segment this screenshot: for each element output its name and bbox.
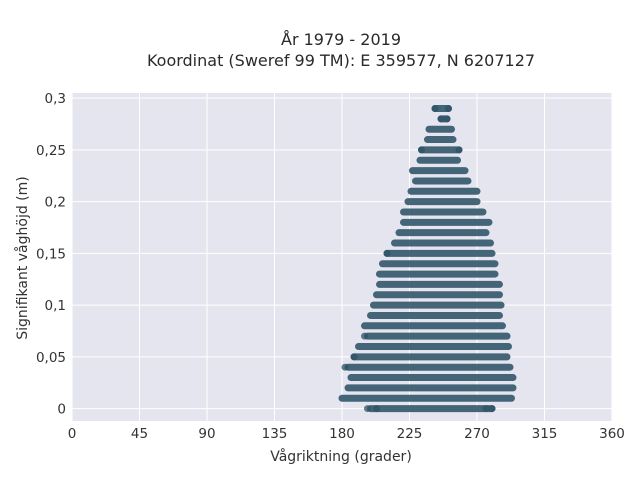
data-point-row xyxy=(400,208,487,216)
data-point-row xyxy=(347,374,517,382)
x-tick-label: 360 xyxy=(599,426,625,442)
data-point-row xyxy=(338,394,515,402)
data-point-row xyxy=(367,311,503,319)
data-point xyxy=(455,146,463,154)
data-point xyxy=(443,115,451,123)
y-axis-ticks: 0 0,05 0,1 0,15 0,2 0,25 0,3 xyxy=(36,91,66,417)
data-point xyxy=(437,115,445,123)
x-tick-label: 315 xyxy=(532,426,558,442)
data-point xyxy=(350,353,358,361)
y-tick-label: 0,15 xyxy=(36,246,66,262)
y-tick-label: 0,1 xyxy=(45,298,66,314)
x-axis-ticks: 0 45 90 135 180 225 270 315 360 xyxy=(68,426,625,442)
data-point-row xyxy=(373,291,503,299)
y-tick-label: 0 xyxy=(57,402,66,418)
data-point-row xyxy=(376,270,499,278)
x-tick-label: 270 xyxy=(464,426,490,442)
data-point-row xyxy=(407,187,481,195)
data-point-row xyxy=(379,260,499,268)
x-tick-label: 180 xyxy=(329,426,355,442)
data-point-row xyxy=(409,167,469,175)
data-point-row xyxy=(400,218,493,226)
x-tick-label: 45 xyxy=(131,426,148,442)
y-tick-label: 0,25 xyxy=(36,143,66,159)
data-point xyxy=(488,405,496,413)
x-tick-label: 90 xyxy=(198,426,215,442)
data-point xyxy=(383,249,391,257)
x-tick-label: 0 xyxy=(68,426,77,442)
data-point xyxy=(482,405,490,413)
data-point xyxy=(431,105,439,113)
data-point-row xyxy=(361,322,506,330)
data-point-row xyxy=(364,332,511,340)
data-points xyxy=(338,105,517,413)
y-tick-label: 0,2 xyxy=(45,195,66,211)
data-point-row xyxy=(383,249,496,257)
data-point-row xyxy=(418,146,463,154)
data-point xyxy=(418,146,425,154)
data-point xyxy=(364,405,371,413)
data-point-row xyxy=(404,198,481,206)
y-tick-label: 0,3 xyxy=(45,91,66,107)
data-point-row xyxy=(412,177,472,185)
y-tick-label: 0,05 xyxy=(36,350,66,366)
data-point-row xyxy=(355,343,512,351)
x-tick-label: 135 xyxy=(262,426,288,442)
grid xyxy=(71,93,613,421)
data-point-row xyxy=(367,405,496,413)
data-point xyxy=(445,105,452,113)
data-point xyxy=(361,332,368,340)
data-point-row xyxy=(425,125,455,133)
x-axis-label: Vågriktning (grader) xyxy=(270,448,412,465)
data-point-row xyxy=(370,301,505,309)
data-point-row xyxy=(395,229,490,237)
data-point xyxy=(341,363,349,371)
data-point-row xyxy=(344,363,514,371)
data-point-row xyxy=(424,136,457,144)
data-point xyxy=(373,405,380,413)
data-point-row xyxy=(350,353,511,361)
data-point-row xyxy=(376,280,503,288)
chart-title: År 1979 - 2019 xyxy=(281,30,401,49)
chart-subtitle: Koordinat (Sweref 99 TM): E 359577, N 62… xyxy=(147,51,535,70)
data-point-row xyxy=(391,239,494,247)
data-point-row xyxy=(416,156,461,164)
data-point-row xyxy=(344,384,517,392)
y-axis-label: Signifikant våghöjd (m) xyxy=(14,176,31,339)
x-tick-label: 225 xyxy=(397,426,423,442)
